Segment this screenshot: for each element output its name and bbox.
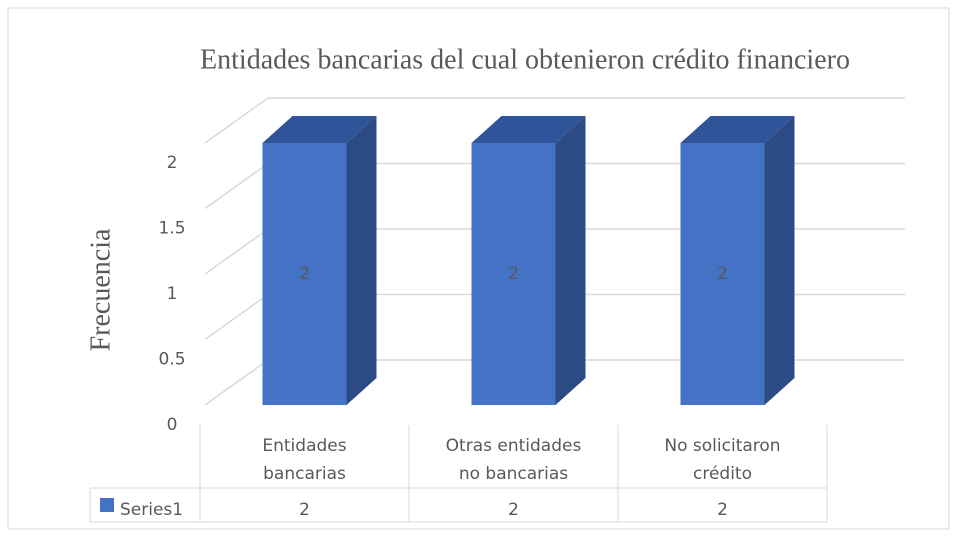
data-label: 2 [508, 264, 519, 284]
y-axis-label: Frecuencia [85, 228, 116, 351]
bar [262, 143, 347, 405]
table-value: 2 [299, 500, 310, 520]
x-tick-label: Entidades bancarias [262, 436, 347, 484]
table-value: 2 [508, 500, 519, 520]
bar-side [346, 116, 377, 405]
y-tick-label: 1.5 [158, 219, 185, 239]
bar [680, 143, 765, 405]
table-value: 2 [717, 500, 728, 520]
data-label: 2 [717, 264, 728, 284]
bar-side [555, 116, 586, 405]
legend-label: Series1 [120, 500, 183, 520]
data-label: 2 [299, 264, 310, 284]
bar-side [764, 116, 795, 405]
bar-top [680, 116, 795, 143]
chart-title: Entidades bancarias del cual obtenieron … [200, 44, 850, 75]
y-tick-label: 0 [167, 415, 178, 435]
legend-swatch [100, 498, 114, 512]
x-tick-label: No solicitaron crédito [664, 436, 781, 484]
bar-top [471, 116, 586, 143]
y-tick-label: 1 [167, 284, 178, 304]
x-tick-label: Otras entidades no bancarias [445, 436, 582, 484]
y-tick-label: 0.5 [158, 350, 185, 370]
grid-line [204, 97, 905, 144]
y-tick-label: 2 [167, 153, 178, 173]
bar [471, 143, 556, 405]
bar-top [262, 116, 377, 143]
